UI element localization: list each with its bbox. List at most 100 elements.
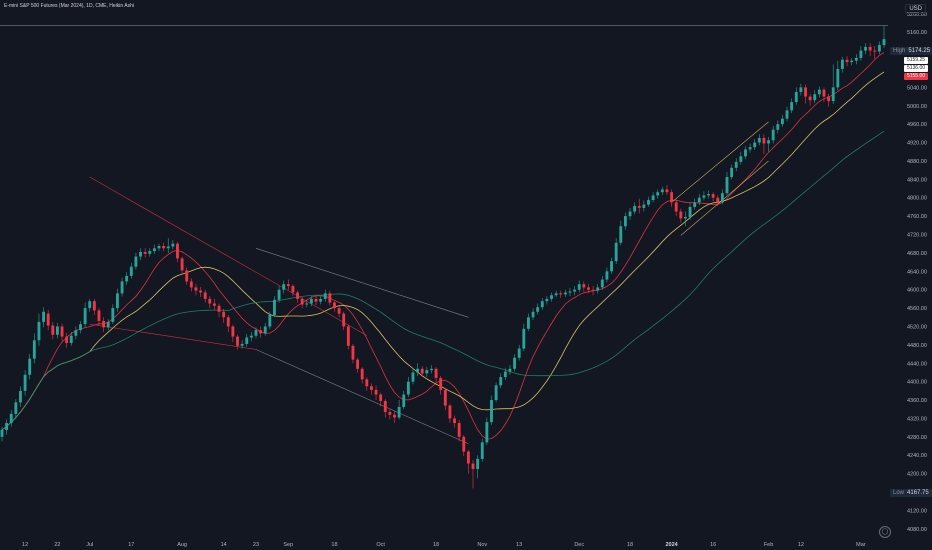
candle-body (614, 242, 618, 262)
candle-body (268, 314, 272, 327)
candle-body (637, 206, 641, 208)
trendline-6[interactable] (680, 160, 769, 236)
trendline-2[interactable] (89, 323, 257, 350)
candle-body (647, 200, 650, 205)
candle-body (877, 45, 881, 52)
candle-body (83, 308, 87, 325)
x-tick-label: 13 (516, 542, 522, 548)
candle-body (222, 311, 226, 318)
candle-body (74, 330, 78, 336)
x-tick-label: Mar (856, 542, 866, 548)
moving-average-line-3 (1, 130, 885, 431)
candle-body (684, 217, 687, 219)
candle-body (827, 96, 831, 102)
candle-body (785, 110, 789, 119)
candle-body (226, 317, 230, 327)
tradingview-logo-icon[interactable]: ◯ (879, 526, 891, 538)
candle-body (360, 368, 364, 380)
candle-body (402, 394, 406, 407)
candle-body (337, 308, 341, 314)
candle-body (51, 325, 55, 335)
candle-body (868, 46, 872, 51)
y-tick-label: 4200.00 (907, 472, 927, 478)
candle-body (596, 287, 600, 291)
high-marker: High 5174.25 (890, 47, 932, 55)
y-tick-label: 4280.00 (907, 435, 927, 441)
candle-body (305, 303, 309, 305)
candle-body (60, 326, 64, 337)
y-tick-label: 4680.00 (907, 251, 927, 257)
candle-body (319, 298, 323, 302)
candle-body (0, 429, 4, 437)
y-tick-label: 4960.00 (907, 122, 927, 128)
trendline-5[interactable] (671, 121, 769, 203)
candle-body (822, 89, 826, 97)
currency-button[interactable]: USD (905, 4, 926, 14)
candle-body (152, 248, 156, 252)
candle-body (854, 57, 858, 61)
y-tick-label: 5200.00 (907, 12, 927, 18)
candle-body (850, 60, 854, 63)
y-tick-label: 4880.00 (907, 159, 927, 165)
candle-body (748, 147, 752, 150)
x-tick-label: Aug (177, 542, 187, 548)
candle-body (573, 289, 577, 292)
candle-body (845, 59, 849, 63)
candle-body (374, 389, 378, 395)
y-tick-label: 4480.00 (907, 343, 927, 349)
candle-body (240, 343, 244, 346)
candle-body (610, 261, 613, 272)
candle-body (651, 195, 655, 201)
candle-body (794, 91, 798, 103)
candle-body (476, 458, 480, 470)
x-tick-label: 2024 (665, 542, 678, 548)
candle-body (434, 368, 438, 378)
candle-body (757, 137, 761, 143)
candle-body (587, 287, 590, 290)
candle-body (162, 246, 166, 249)
trendline-4[interactable] (255, 349, 469, 445)
candle-body (342, 313, 346, 327)
candle-body (351, 345, 355, 360)
candle-body (356, 359, 360, 369)
candle-body (369, 386, 373, 390)
candle-body (642, 204, 646, 208)
candle-body (485, 422, 489, 443)
candle-body (286, 284, 290, 287)
candle-body (503, 371, 507, 378)
high-label: High (893, 48, 906, 54)
candle-body (116, 293, 119, 309)
candle-body (859, 50, 863, 58)
candle-body (189, 281, 193, 288)
candle-body (333, 302, 336, 309)
trendline-1[interactable] (89, 176, 367, 336)
candle-body (734, 161, 738, 168)
candle-body (245, 337, 249, 344)
candle-body (873, 50, 877, 52)
candle-body (212, 303, 216, 306)
candle-body (550, 295, 553, 299)
candle-body (88, 301, 92, 309)
trendline-3[interactable] (255, 248, 469, 318)
candle-body (490, 400, 493, 423)
high-value: 5174.25 (908, 48, 931, 54)
candle-body (753, 142, 757, 148)
candle-body (208, 298, 212, 304)
x-tick-label: Feb (764, 542, 773, 548)
x-tick-label: 17 (128, 542, 134, 548)
candle-body (125, 275, 129, 282)
candle-body (679, 211, 683, 219)
y-tick-label: 5000.00 (907, 104, 927, 110)
y-tick-label: 4240.00 (907, 453, 927, 459)
y-tick-label: 4920.00 (907, 141, 927, 147)
x-tick-label: 18 (331, 542, 337, 548)
y-tick-label: 4120.00 (907, 508, 927, 514)
candle-body (697, 197, 701, 203)
candle-body (9, 413, 13, 424)
candle-body (499, 377, 503, 386)
candle-body (185, 270, 189, 282)
y-tick-label: 4760.00 (907, 214, 927, 220)
candle-body (106, 321, 110, 328)
candle-body (383, 400, 387, 413)
